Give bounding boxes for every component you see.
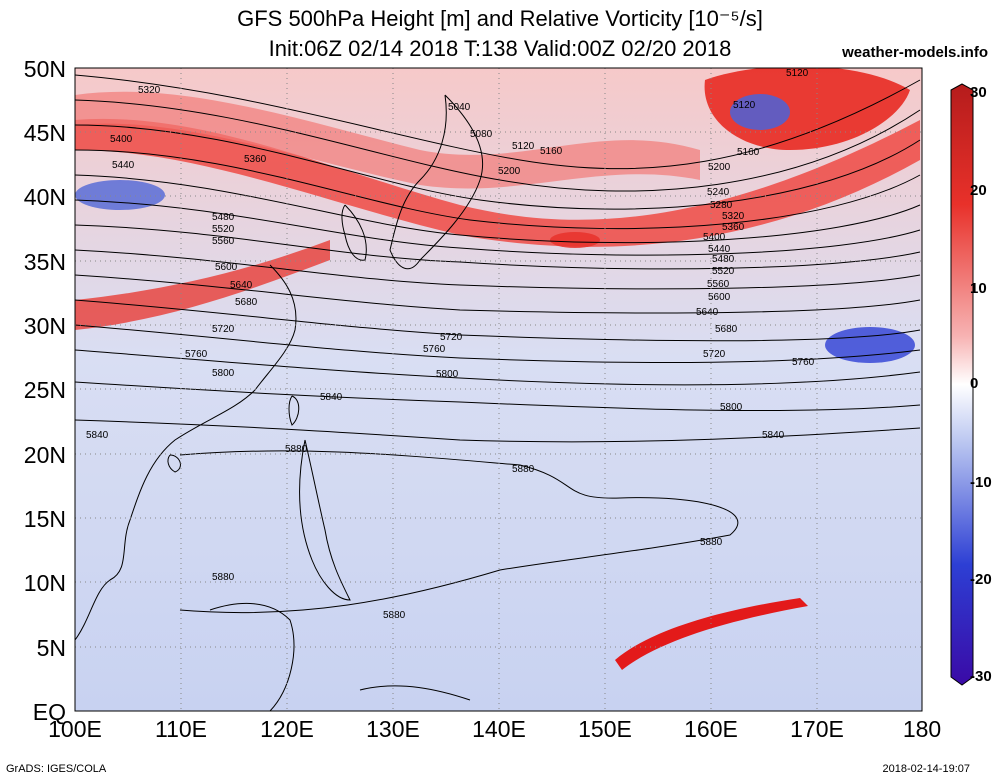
contour-label-5560w: 5560 <box>212 236 235 247</box>
contour-label-5680: 5680 <box>715 324 738 335</box>
contour-label-5160: 5160 <box>540 146 563 157</box>
coastline-borneo <box>209 602 295 711</box>
contour-label-5200b: 5200 <box>708 162 731 173</box>
footer-timestamp: 2018-02-14-19:07 <box>882 763 970 775</box>
contour-label-5360b: 5360 <box>722 222 745 233</box>
contour-label-5720c: 5720 <box>440 332 463 343</box>
contour-label-5400: 5400 <box>110 134 133 145</box>
lon-tick-100e: 100E <box>48 716 102 742</box>
lon-tick-160e: 160E <box>684 716 738 742</box>
colorbar-tick-10: 10 <box>970 280 987 297</box>
lon-tick-110e: 110E <box>154 716 207 742</box>
contour-label-5680w: 5680 <box>235 297 258 308</box>
vorticity-band-south <box>75 240 330 330</box>
contour-label-5440b: 5440 <box>708 244 731 255</box>
contour-label-5760c: 5760 <box>423 344 446 355</box>
contour-label-5840: 5840 <box>762 430 785 441</box>
contour-label-5720: 5720 <box>703 349 726 360</box>
contour-label-5240: 5240 <box>707 187 730 198</box>
colorbar-tick-minus30: -30 <box>970 668 992 685</box>
contour-label-5720w: 5720 <box>212 324 235 335</box>
vorticity-spot-blue <box>75 180 165 210</box>
coastline-korea <box>341 204 367 261</box>
contour-label-5480: 5480 <box>712 254 735 265</box>
contour-label-5120c: 5120 <box>786 68 809 79</box>
lat-tick-eq: EQ <box>32 699 66 725</box>
contour-label-5600: 5600 <box>708 292 731 303</box>
vorticity-spot-east <box>825 327 915 363</box>
contour-label-5600w: 5600 <box>215 262 238 273</box>
contour-label-5360: 5360 <box>244 154 267 165</box>
lat-tick-30n: 30N <box>23 313 66 339</box>
contour-label-5120b: 5120 <box>733 100 756 111</box>
contour-label-5840w: 5840 <box>86 430 109 441</box>
contour-label-5800w: 5800 <box>212 368 235 379</box>
lat-tick-25n: 25N <box>23 377 66 403</box>
contour-label-5560: 5560 <box>707 279 730 290</box>
colorbar-tick-30: 30 <box>970 84 987 101</box>
contour-label-5440: 5440 <box>112 160 135 171</box>
contour-label-5320b: 5320 <box>722 211 745 222</box>
contour-label-5320: 5320 <box>138 85 161 96</box>
chart-title-line2: Init:06Z 02/14 2018 T:138 Valid:00Z 02/2… <box>268 36 732 61</box>
vorticity-spot-low-center <box>730 94 790 130</box>
contour-label-5880b: 5880 <box>512 464 535 475</box>
coastline-asia <box>75 264 297 641</box>
contour-label-5880d: 5880 <box>212 572 235 583</box>
contour-label-5800: 5800 <box>720 402 743 413</box>
lat-tick-45n: 45N <box>23 120 66 146</box>
contour-label-5760: 5760 <box>792 357 815 368</box>
lat-tick-50n: 50N <box>23 56 66 82</box>
contour-label-5040: 5040 <box>448 102 471 113</box>
contour-label-5520w: 5520 <box>212 224 235 235</box>
contour-label-5800c: 5800 <box>436 369 459 380</box>
contour-label-5880e: 5880 <box>383 610 406 621</box>
vorticity-streak-equatorial <box>615 598 808 670</box>
coastline-newguinea <box>359 685 471 701</box>
contour-label-5640w: 5640 <box>230 280 253 291</box>
colorbar <box>950 83 974 686</box>
lon-tick-120e: 120E <box>260 716 314 742</box>
contour-label-5520: 5520 <box>712 266 735 277</box>
contour-label-5760w: 5760 <box>185 349 208 360</box>
contour-label-5880c: 5880 <box>700 537 723 548</box>
lon-tick-170e: 170E <box>790 716 844 742</box>
coastline-hainan <box>167 454 181 473</box>
contour-label-5480w: 5480 <box>212 212 235 223</box>
contour-label-5200: 5200 <box>498 166 521 177</box>
lat-tick-5n: 5N <box>36 635 66 661</box>
contour-label-5640: 5640 <box>696 307 719 318</box>
contour-label-5400b: 5400 <box>703 232 726 243</box>
lat-tick-15n: 15N <box>23 506 66 532</box>
lon-tick-180: 180 <box>902 716 942 742</box>
contour-label-5280: 5280 <box>710 200 733 211</box>
contour-label-5120: 5120 <box>512 141 535 152</box>
lat-tick-20n: 20N <box>23 442 66 468</box>
footer-credit: GrADS: IGES/COLA <box>6 763 107 775</box>
contour-label-5880: 5880 <box>285 444 308 455</box>
vorticity-band-north <box>75 118 920 247</box>
colorbar-tick-minus20: -20 <box>970 571 992 588</box>
coastline-taiwan <box>288 395 300 426</box>
lon-tick-130e: 130E <box>366 716 420 742</box>
brand-label: weather-models.info <box>842 44 988 61</box>
coastline-japan <box>389 94 484 270</box>
lon-tick-140e: 140E <box>472 716 526 742</box>
lon-tick-150e: 150E <box>578 716 632 742</box>
lat-tick-10n: 10N <box>23 570 66 596</box>
vorticity-spot-mid <box>550 232 600 248</box>
coastline-philippines <box>299 439 351 601</box>
lat-tick-40n: 40N <box>23 184 66 210</box>
chart-title-line1: GFS 500hPa Height [m] and Relative Vorti… <box>237 6 763 31</box>
contour-label-5080: 5080 <box>470 129 493 140</box>
colorbar-tick-20: 20 <box>970 182 987 199</box>
colorbar-tick-0: 0 <box>970 375 979 392</box>
vorticity-band-upper <box>75 91 700 189</box>
lat-tick-35n: 35N <box>23 249 66 275</box>
contour-label-5160b: 5160 <box>737 147 760 158</box>
contour-label-5840c: 5840 <box>320 392 343 403</box>
colorbar-tick-minus10: -10 <box>970 474 992 491</box>
